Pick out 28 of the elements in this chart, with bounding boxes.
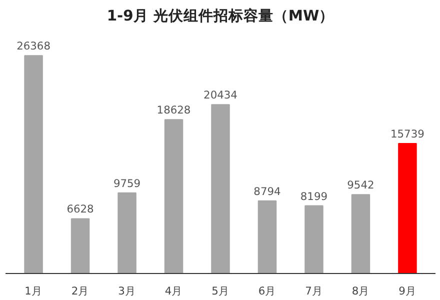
- bar: [351, 194, 370, 274]
- bar: [118, 192, 136, 274]
- data-label: 8794: [254, 184, 282, 198]
- bar: [24, 55, 43, 274]
- x-tick-label: 8月: [352, 284, 370, 298]
- x-tick-label: 5月: [212, 284, 230, 298]
- data-label: 26368: [16, 40, 51, 53]
- data-label: 15739: [390, 127, 425, 140]
- data-label: 8199: [300, 190, 328, 203]
- x-tick-label: 7月: [305, 284, 323, 298]
- data-label: 6628: [66, 202, 94, 216]
- data-label: 9542: [347, 178, 374, 192]
- bar: [164, 119, 184, 274]
- bar: [398, 142, 417, 274]
- bar: [211, 104, 230, 274]
- x-tick-label: 9月: [398, 284, 416, 298]
- data-label: 9759: [113, 176, 141, 190]
- x-tick-label: 1月: [24, 284, 42, 298]
- x-tick-label: 4月: [164, 284, 183, 298]
- x-tick-label: 6月: [258, 284, 276, 298]
- data-label: 18628: [156, 104, 191, 117]
- bar: [70, 218, 90, 274]
- data-label: 20434: [204, 88, 238, 102]
- bar: [258, 200, 277, 274]
- x-tick-label: 2月: [71, 284, 90, 298]
- chart-title: 1-9月 光伏组件招标容量（MW）: [106, 6, 334, 24]
- x-tick-label: 3月: [118, 284, 136, 298]
- bar: [304, 205, 324, 274]
